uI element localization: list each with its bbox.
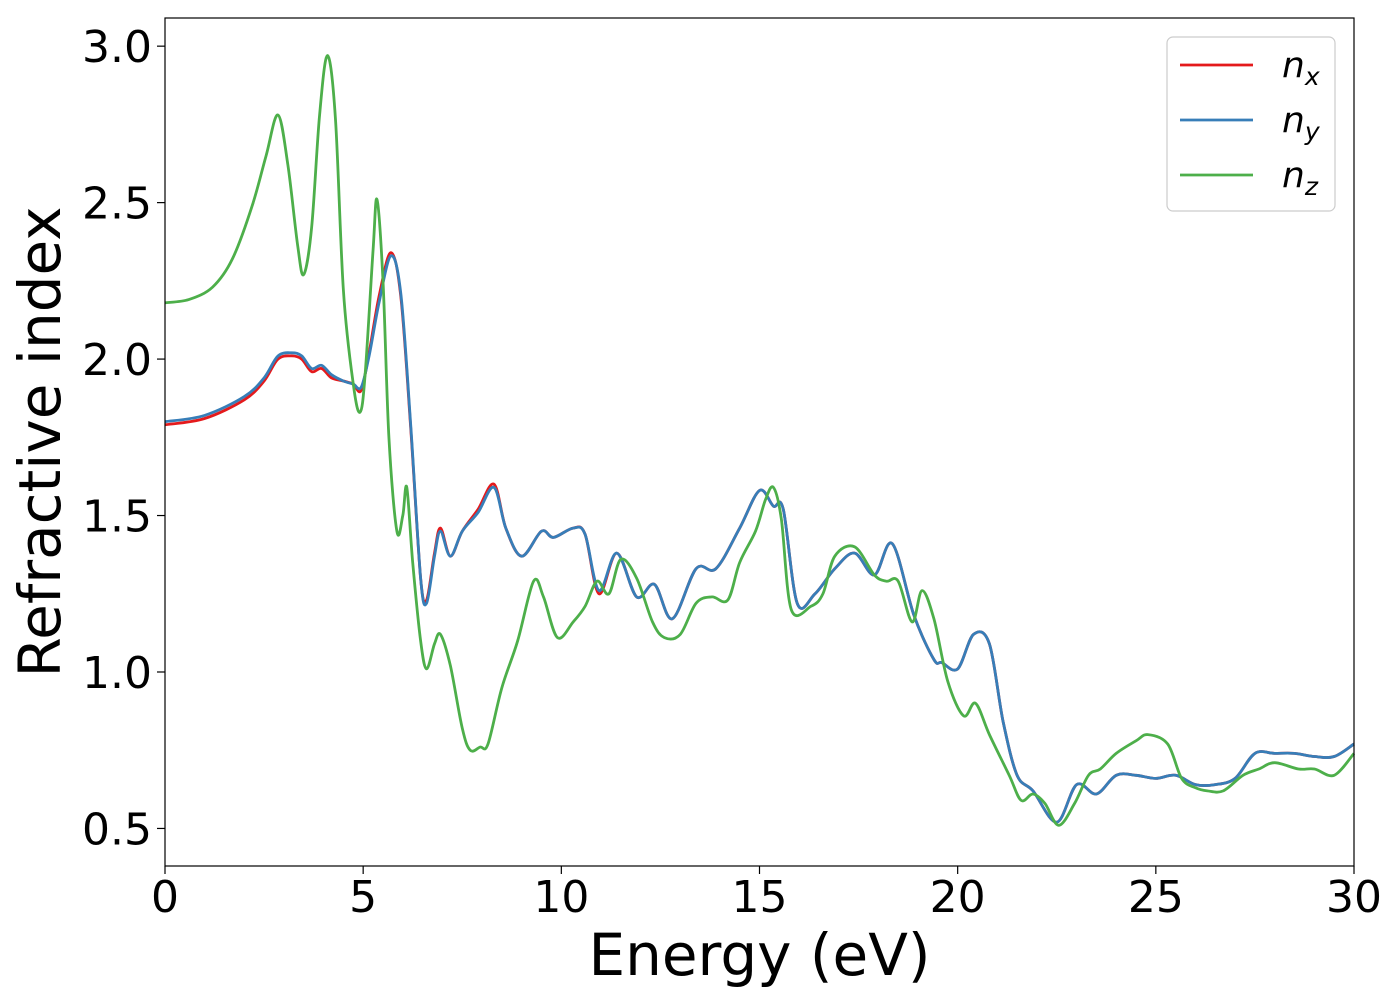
legend-label-subscript: z [1304,172,1319,201]
y-tick-label: 2.0 [82,335,152,386]
x-tick-label: 20 [930,872,986,923]
legend-label-base: n [1282,45,1305,86]
x-axis: 0 5 10 15 20 25 30 [151,866,1382,923]
y-tick-label: 2.5 [82,179,152,230]
y-tick-label: 0.5 [82,804,152,855]
x-axis-label: Energy (eV) [588,921,930,989]
legend-label-base: n [1282,155,1305,196]
legend-label-subscript: y [1304,117,1321,146]
x-tick-label: 15 [732,872,788,923]
y-tick-label: 3.0 [82,22,152,73]
legend-label-subscript: x [1304,62,1320,91]
legend-box [1166,36,1336,212]
x-tick-label: 0 [151,872,179,923]
series-line-z [164,54,1356,827]
x-tick-label: 10 [533,872,589,923]
x-tick-label: 5 [349,872,377,923]
x-tick-label: 30 [1326,872,1382,923]
legend-label-x: nx [1282,45,1320,91]
y-tick-label: 1.5 [82,492,152,543]
legend-label-z: nz [1282,155,1319,201]
legend-label-y: ny [1282,100,1321,146]
y-axis: 0.5 1.0 1.5 2.0 2.5 3.0 [82,22,165,855]
y-axis-label: Refractive index [6,206,74,677]
y-tick-label: 1.0 [82,648,152,699]
legend-label-base: n [1282,100,1305,141]
series-lines [164,54,1356,827]
x-tick-label: 25 [1128,872,1184,923]
